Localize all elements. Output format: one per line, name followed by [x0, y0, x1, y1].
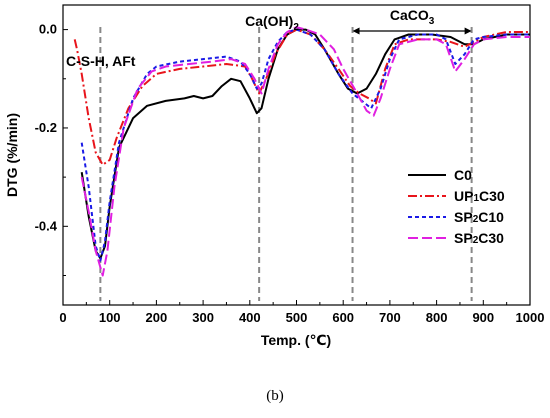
series-line-sp2c30: [80, 26, 530, 277]
x-tick-label: 200: [146, 310, 168, 325]
x-axis-label: Temp. (℃): [261, 332, 331, 348]
x-tick-label: 700: [379, 310, 401, 325]
legend-label-sub: 1: [473, 193, 479, 204]
legend-label-tail: C30: [479, 188, 505, 204]
legend-label-main: SP: [454, 209, 473, 225]
annotation-caoh2-sub: 2: [293, 22, 299, 33]
annotation-caoh2-main: Ca(OH): [245, 13, 293, 29]
legend-label-sub: 2: [473, 214, 479, 225]
legend-label-main: UP: [454, 188, 473, 204]
y-tick-label: 0.0: [39, 22, 57, 37]
y-tick-label: -0.2: [35, 120, 57, 135]
annotation-caoh2: Ca(OH)2: [245, 13, 299, 33]
x-tick-label: 800: [426, 310, 448, 325]
x-tick-label: 300: [192, 310, 214, 325]
series-line-sp2c10: [80, 28, 530, 262]
series-line-c0: [80, 28, 530, 260]
x-tick-label: 500: [286, 310, 308, 325]
x-axis: 0 100 200 300 400 500 600 700 800 900 1000: [59, 300, 544, 325]
legend-label-tail: C10: [478, 209, 504, 225]
annotations: C-S-H, AFt Ca(OH)2 CaCO3: [66, 7, 472, 69]
arrowhead-left-icon: [352, 27, 360, 35]
figure-caption: (b): [266, 388, 284, 404]
legend-label-tail: C30: [478, 230, 504, 246]
legend-label-c0: C0: [454, 167, 472, 183]
y-tick-label: -0.4: [35, 218, 58, 233]
legend-label-sub: 2: [473, 235, 479, 246]
x-tick-label: 100: [99, 310, 121, 325]
dashed-markers: [99, 27, 473, 301]
annotation-caco3: CaCO3: [390, 7, 435, 27]
annotation-csh-aft: C-S-H, AFt: [66, 53, 136, 69]
legend-label-sp2c10: SP2C10: [454, 209, 504, 225]
arrowhead-right-icon: [464, 27, 472, 35]
y-axis: 0.0 -0.2 -0.4: [35, 22, 68, 276]
x-tick-label: 600: [332, 310, 354, 325]
plot-frame: [62, 4, 531, 306]
series-line-up1c30: [73, 28, 530, 166]
y-axis-label: DTG (%/min): [4, 113, 20, 197]
legend-label-main: SP: [454, 230, 473, 246]
annotation-caco3-main: CaCO: [390, 7, 429, 23]
annotation-caco3-sub: 3: [429, 16, 435, 27]
x-tick-label: 1000: [516, 310, 545, 325]
series-lines: [73, 26, 530, 277]
x-tick-label: 900: [472, 310, 494, 325]
legend-label-sp2c30: SP2C30: [454, 230, 504, 246]
x-tick-label: 0: [59, 310, 66, 325]
legend-label-up1c30: UP1C30: [454, 188, 505, 204]
legend-label-main: C0: [454, 167, 472, 183]
x-tick-label: 400: [239, 310, 261, 325]
